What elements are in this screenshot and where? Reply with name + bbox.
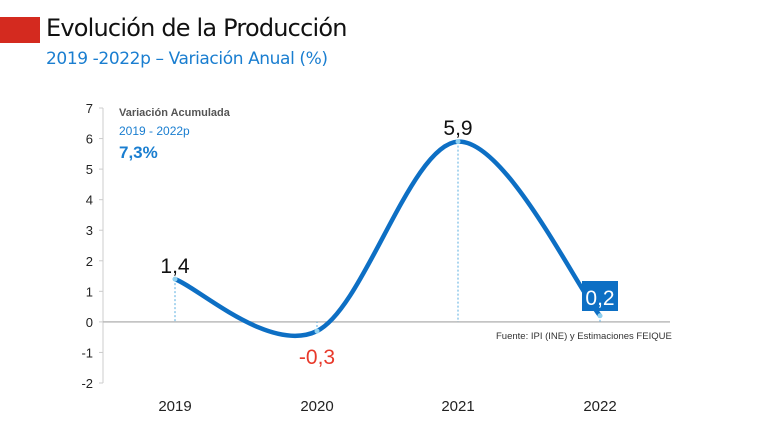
x-tick-label: 2022 xyxy=(583,398,616,415)
series-line xyxy=(172,139,603,339)
y-tick-label: 3 xyxy=(86,223,93,238)
y-tick-label: 7 xyxy=(86,101,93,116)
data-label-box xyxy=(582,281,618,311)
y-tick-label: 1 xyxy=(86,284,93,299)
y-tick-label: -1 xyxy=(81,345,93,360)
data-label: -0,3 xyxy=(299,346,335,369)
data-point xyxy=(597,313,603,319)
data-point xyxy=(455,139,461,145)
y-tick-label: 4 xyxy=(86,193,93,208)
page-subtitle: 2019 -2022p – Variación Anual (%) xyxy=(46,49,328,69)
x-tick-label: 2019 xyxy=(158,398,191,415)
y-tick-label: 2 xyxy=(86,254,93,269)
cumulative-label: Variación Acumulada xyxy=(119,107,230,119)
page-title: Evolución de la Producción xyxy=(46,14,347,42)
source-note: Fuente: IPI (INE) y Estimaciones FEIQUE xyxy=(496,331,672,342)
data-label: 1,4 xyxy=(160,255,190,278)
cumulative-period: 2019 - 2022p xyxy=(119,124,190,138)
data-point xyxy=(314,328,320,334)
y-tick-label: 5 xyxy=(86,162,93,177)
cumulative-value: 7,3% xyxy=(119,143,158,162)
y-tick-label: 6 xyxy=(86,132,93,147)
data-label: 0,2 xyxy=(585,287,614,310)
title-accent-block xyxy=(0,17,40,43)
data-point xyxy=(172,276,178,282)
y-tick-label: 0 xyxy=(86,315,93,330)
x-tick-label: 2021 xyxy=(441,398,474,415)
data-label: 5,9 xyxy=(443,117,472,140)
x-tick-label: 2020 xyxy=(300,398,333,415)
y-tick-label: -2 xyxy=(81,376,93,391)
